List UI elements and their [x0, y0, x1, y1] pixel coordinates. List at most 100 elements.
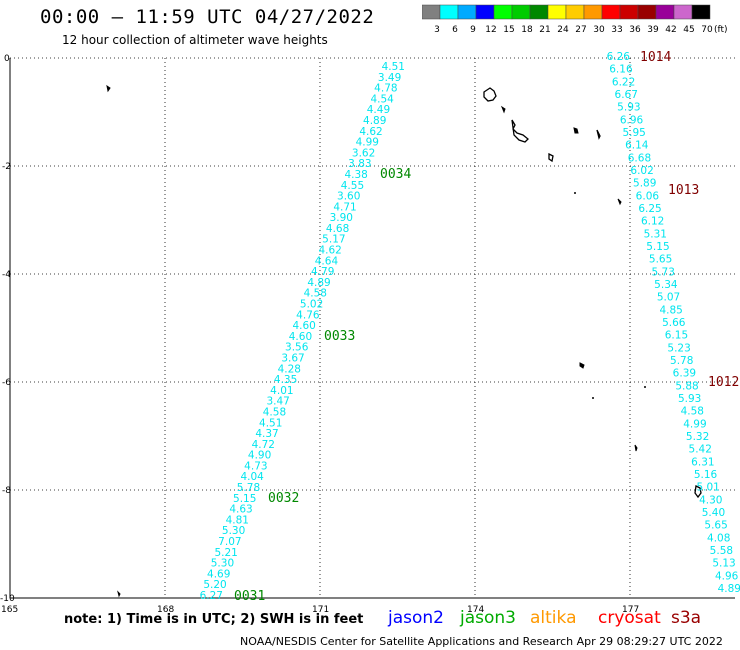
pass-time-label: 0032	[268, 491, 299, 506]
scale-label: 9	[470, 25, 476, 35]
island-dot	[574, 192, 576, 194]
wave-height-label: 5.58	[710, 545, 733, 557]
longitude-tick-label: 165	[1, 605, 18, 615]
wave-height-label: 4.73	[244, 460, 267, 472]
wave-height-label: 4.72	[252, 439, 275, 451]
wave-height-label: 4.62	[359, 126, 382, 138]
wave-height-label: 5.95	[622, 127, 645, 139]
wave-height-label: 6.96	[620, 114, 644, 126]
wave-height-label: 4.01	[270, 385, 293, 397]
wave-height-label: 4.79	[311, 266, 334, 278]
wave-height-label: 4.99	[683, 418, 706, 430]
island-outline	[596, 129, 601, 140]
island-dot	[644, 386, 646, 388]
wave-height-label: 5.88	[675, 380, 698, 392]
wave-height-label: 3.62	[352, 147, 375, 159]
wave-height-label: 5.73	[652, 266, 675, 278]
scale-swatch	[691, 4, 711, 20]
map-grid	[9, 57, 735, 599]
wave-height-label: 4.49	[367, 104, 390, 116]
wave-height-label: 5.31	[644, 228, 667, 240]
wave-height-label: 5.93	[678, 393, 701, 405]
scale-label: 39	[647, 25, 659, 35]
pass-time-label: 1013	[668, 183, 699, 198]
wave-height-label: 3.90	[330, 212, 353, 224]
island-outline	[548, 152, 554, 163]
wave-height-label: 5.40	[702, 507, 725, 519]
pass-time-label: 0034	[380, 167, 411, 182]
wave-height-label: 5.34	[654, 279, 678, 291]
island-outline	[634, 444, 638, 452]
axis-tick-labels: 165 168 171 174 177 0 -2 -4 -6 -8 -10	[0, 54, 639, 615]
scale-label: 24	[557, 25, 569, 35]
wave-height-label: 4.71	[333, 201, 356, 213]
island-outline	[617, 198, 622, 206]
wave-height-label: 4.63	[229, 504, 252, 516]
wave-height-label: 5.01	[696, 482, 719, 494]
wave-height-label: 3.60	[337, 191, 360, 203]
scale-label: 30	[593, 25, 605, 35]
wave-height-label: 5.20	[203, 579, 226, 591]
wave-height-label: 4.28	[278, 363, 301, 375]
wave-height-label: 4.60	[289, 331, 312, 343]
wave-height-label: 3.67	[281, 352, 304, 364]
wave-height-label: 3.56	[285, 342, 309, 354]
scale-label: 45	[683, 25, 694, 35]
latitude-tick-label: -2	[2, 162, 11, 172]
island-outline	[117, 590, 121, 598]
wave-height-label: 4.89	[363, 115, 386, 127]
altimeter-track-east: 6.266.166.226.675.936.965.956.146.686.02…	[607, 51, 740, 595]
wave-height-label: 4.89	[307, 277, 330, 289]
wave-height-label: 6.27	[200, 590, 223, 602]
scale-label: 18	[521, 25, 533, 35]
satellite-label-jason3: jason3	[460, 608, 516, 628]
wave-height-label: 4.58	[263, 406, 286, 418]
wave-height-label: 4.51	[259, 417, 282, 429]
wave-height-label: 5.89	[633, 178, 656, 190]
scale-label: 6	[452, 25, 458, 35]
wave-height-label: 4.85	[659, 304, 682, 316]
wave-height-label: 5.17	[322, 234, 345, 246]
pass-time-labels: 0034 0033 0032 0031 1014 1013 1012	[234, 50, 739, 604]
wave-height-label: 6.16	[609, 64, 633, 76]
latitude-tick-label: -10	[0, 594, 15, 604]
pass-time-label: 0033	[324, 329, 355, 344]
wave-height-label: 5.15	[233, 493, 256, 505]
wave-height-label: 5.65	[649, 254, 672, 266]
wave-height-label: 4.37	[255, 428, 278, 440]
wave-height-label: 5.78	[670, 355, 693, 367]
wave-height-label: 5.65	[704, 520, 727, 532]
island-dot	[592, 397, 594, 399]
wave-height-label: 4.58	[681, 406, 704, 418]
wave-height-label: 3.49	[378, 72, 401, 84]
wave-height-label: 4.38	[344, 169, 367, 181]
island-outline	[500, 105, 506, 114]
wave-height-label: 4.90	[248, 450, 271, 462]
chart-title: 00:00 — 11:59 UTC 04/27/2022	[40, 6, 375, 28]
wave-height-label: 6.14	[625, 140, 649, 152]
longitude-tick-label: 174	[467, 605, 484, 615]
satellite-label-s3a: s3a	[671, 608, 702, 628]
wave-height-label: 5.66	[662, 317, 686, 329]
scale-label: 27	[575, 25, 586, 35]
longitude-tick-label: 171	[312, 605, 329, 615]
scale-label: 36	[629, 25, 641, 35]
latitude-tick-label: -8	[2, 486, 11, 496]
wave-height-label: 6.26	[607, 51, 631, 63]
wave-height-label: 4.99	[356, 137, 379, 149]
satellite-label-jason2: jason2	[388, 608, 444, 628]
scale-label: 42	[665, 25, 676, 35]
wave-height-label: 6.39	[673, 368, 696, 380]
scale-label: 70	[701, 25, 713, 35]
wave-height-label: 5.13	[712, 558, 735, 570]
latitude-tick-label: -6	[2, 378, 11, 388]
island-outline	[579, 362, 585, 369]
wave-height-label: 4.35	[274, 374, 297, 386]
wave-height-label: 6.31	[691, 456, 714, 468]
wave-height-label: 5.42	[689, 444, 712, 456]
wave-height-label: 5.15	[646, 241, 669, 253]
wave-height-label: 3.83	[348, 158, 371, 170]
scale-label: 33	[611, 25, 622, 35]
wave-height-label: 6.67	[615, 89, 638, 101]
